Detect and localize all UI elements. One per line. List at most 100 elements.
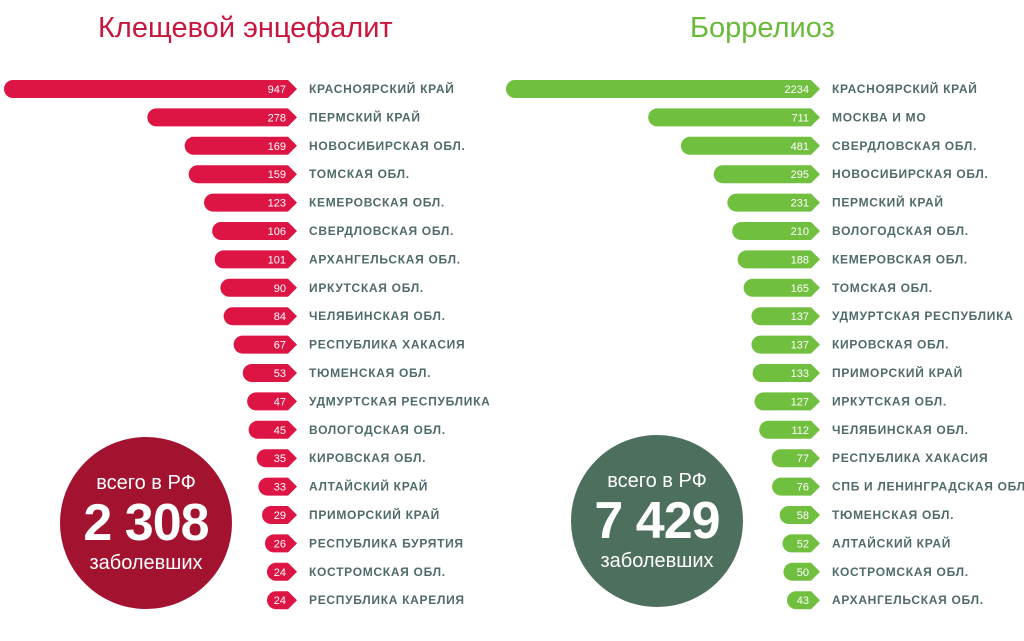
tbe-bar-15 xyxy=(258,477,297,496)
borreliosis-total-prefix: всего в РФ xyxy=(607,470,707,492)
borreliosis-bar-18 xyxy=(783,562,820,581)
borreliosis-bar-11 xyxy=(752,364,820,382)
tbe-category-label-14: КИРОВСКАЯ ОБЛ. xyxy=(309,451,426,465)
borreliosis-bar-value-19: 43 xyxy=(797,595,809,607)
borreliosis-bar-15 xyxy=(772,477,820,496)
tbe-total-suffix: заболевших xyxy=(89,552,203,574)
borreliosis-bar-7 xyxy=(737,250,820,269)
tbe-category-label-10: РЕСПУБЛИКА ХАКАСИЯ xyxy=(309,338,465,352)
borreliosis-bar-value-6: 210 xyxy=(791,226,809,238)
borreliosis-bar-value-8: 165 xyxy=(791,283,809,295)
borreliosis-bar-1 xyxy=(506,80,820,98)
tbe-bar-value-8: 90 xyxy=(274,283,286,295)
tbe-bar-value-15: 33 xyxy=(274,482,286,494)
tbe-bar-chart: 947 КРАСНОЯРСКИЙ КРАЙ 278 ПЕРМСКИЙ КРАЙ 169 Н… xyxy=(4,80,490,610)
tbe-bar-18 xyxy=(267,562,297,581)
borreliosis-bar-value-10: 137 xyxy=(791,340,809,352)
borreliosis-bar-13 xyxy=(759,420,820,439)
tbe-bar-value-18: 24 xyxy=(274,567,286,579)
tbe-category-label-18: КОСТРОМСКАЯ ОБЛ. xyxy=(309,565,446,579)
borreliosis-chart-title: Боррелиоз xyxy=(690,12,835,44)
borreliosis-bar-17 xyxy=(782,534,820,553)
borreliosis-category-label-10: КИРОВСКАЯ ОБЛ. xyxy=(832,338,949,352)
tbe-bar-7 xyxy=(214,250,297,269)
tbe-bar-value-19: 24 xyxy=(274,595,286,607)
borreliosis-bar-6 xyxy=(732,222,820,240)
tbe-bar-6 xyxy=(212,222,297,240)
borreliosis-bar-value-18: 50 xyxy=(797,567,809,579)
borreliosis-category-label-14: РЕСПУБЛИКА ХАКАСИЯ xyxy=(832,451,988,465)
tbe-bar-value-4: 159 xyxy=(268,169,286,181)
tbe-category-label-17: РЕСПУБЛИКА БУРЯТИЯ xyxy=(309,536,464,550)
tbe-bar-value-17: 26 xyxy=(274,538,286,550)
tbe-category-label-1: КРАСНОЯРСКИЙ КРАЙ xyxy=(309,81,455,96)
tbe-category-label-2: ПЕРМСКИЙ КРАЙ xyxy=(309,109,421,124)
tbe-bar-1 xyxy=(4,80,297,98)
borreliosis-category-label-19: АРХАНГЕЛЬСКАЯ ОБЛ. xyxy=(832,593,984,607)
borreliosis-category-label-16: ТЮМЕНСКАЯ ОБЛ. xyxy=(832,508,954,522)
borreliosis-bar-value-7: 188 xyxy=(791,254,809,266)
tbe-category-label-9: ЧЕЛЯБИНСКАЯ ОБЛ. xyxy=(309,309,446,323)
tbe-bar-value-16: 29 xyxy=(274,510,286,522)
borreliosis-bar-value-9: 137 xyxy=(791,311,809,323)
tbe-bar-value-11: 53 xyxy=(274,368,286,380)
tbe-bar-value-14: 35 xyxy=(274,453,286,465)
borreliosis-category-label-4: НОВОСИБИРСКАЯ ОБЛ. xyxy=(832,167,989,181)
borreliosis-bar-16 xyxy=(779,506,820,524)
tbe-bar-value-6: 106 xyxy=(268,226,286,238)
tbe-category-label-4: ТОМСКАЯ ОБЛ. xyxy=(309,167,410,181)
borreliosis-category-label-2: МОСКВА И МО xyxy=(832,110,926,124)
borreliosis-bar-10 xyxy=(751,335,820,354)
tbe-category-label-11: ТЮМЕНСКАЯ ОБЛ. xyxy=(309,366,431,380)
tbe-bar-value-12: 47 xyxy=(274,396,286,408)
borreliosis-category-label-9: УДМУРТСКАЯ РЕСПУБЛИКА xyxy=(832,309,1013,323)
tbe-bar-value-10: 67 xyxy=(274,340,286,352)
borreliosis-category-label-1: КРАСНОЯРСКИЙ КРАЙ xyxy=(832,81,978,96)
borreliosis-bar-value-15: 76 xyxy=(797,482,809,494)
tbe-bar-8 xyxy=(220,278,297,297)
tbe-category-label-19: РЕСПУБЛИКА КАРЕЛИЯ xyxy=(309,593,465,607)
tbe-category-label-12: УДМУРТСКАЯ РЕСПУБЛИКА xyxy=(309,394,490,408)
borreliosis-category-label-15: СПБ И ЛЕНИНГРАДСКАЯ ОБЛ. xyxy=(832,480,1024,494)
tbe-bar-value-9: 84 xyxy=(274,311,286,323)
borreliosis-bar-value-1: 2234 xyxy=(785,84,809,96)
borreliosis-bar-value-14: 77 xyxy=(797,453,809,465)
tbe-bar-3 xyxy=(184,136,297,155)
tbe-total-value: 2 308 xyxy=(83,494,209,552)
tbe-bar-11 xyxy=(242,364,297,382)
tbe-bar-17 xyxy=(264,534,297,553)
borreliosis-total-suffix: заболевших xyxy=(600,550,714,572)
borreliosis-category-label-12: ИРКУТСКАЯ ОБЛ. xyxy=(832,394,947,408)
borreliosis-bar-12 xyxy=(754,392,820,411)
tbe-bar-value-3: 169 xyxy=(268,141,286,153)
borreliosis-bar-chart: 2234 КРАСНОЯРСКИЙ КРАЙ 711 МОСКВА И МО 481 СВ… xyxy=(506,80,1024,610)
tbe-bar-12 xyxy=(247,392,297,411)
tbe-category-label-5: КЕМЕРОВСКАЯ ОБЛ. xyxy=(309,196,445,210)
tbe-bar-19 xyxy=(267,591,297,610)
borreliosis-bar-3 xyxy=(680,136,820,155)
borreliosis-bar-14 xyxy=(771,449,820,468)
borreliosis-bar-value-11: 133 xyxy=(791,368,809,380)
tbe-bar-4 xyxy=(188,165,297,184)
borreliosis-category-label-6: ВОЛОГОДСКАЯ ОБЛ. xyxy=(832,224,969,238)
tbe-bar-5 xyxy=(204,193,297,212)
borreliosis-category-label-3: СВЕРДЛОВСКАЯ ОБЛ. xyxy=(832,139,977,153)
borreliosis-category-label-7: КЕМЕРОВСКАЯ ОБЛ. xyxy=(832,252,968,266)
borreliosis-category-label-8: ТОМСКАЯ ОБЛ. xyxy=(832,281,933,295)
borreliosis-bar-2 xyxy=(648,108,820,127)
borreliosis-bar-value-16: 58 xyxy=(797,510,809,522)
borreliosis-bar-8 xyxy=(743,278,820,297)
tbe-bar-10 xyxy=(233,335,297,354)
borreliosis-total-badge: всего в РФ 7 429 заболевших xyxy=(565,429,749,613)
tbe-bar-9 xyxy=(223,307,297,326)
borreliosis-bar-value-13: 112 xyxy=(791,425,809,437)
borreliosis-category-label-18: КОСТРОМСКАЯ ОБЛ. xyxy=(832,565,969,579)
tbe-category-label-7: АРХАНГЕЛЬСКАЯ ОБЛ. xyxy=(309,252,461,266)
tbe-bar-14 xyxy=(256,449,297,468)
borreliosis-category-label-17: АЛТАЙСКИЙ КРАЙ xyxy=(832,535,951,550)
tbe-total-prefix: всего в РФ xyxy=(96,472,196,494)
tbe-category-label-16: ПРИМОРСКИЙ КРАЙ xyxy=(309,507,440,522)
tbe-chart-title: Клещевой энцефалит xyxy=(98,12,393,44)
tbe-total-badge: всего в РФ 2 308 заболевших xyxy=(54,431,238,615)
borreliosis-bar-value-4: 295 xyxy=(791,169,809,181)
